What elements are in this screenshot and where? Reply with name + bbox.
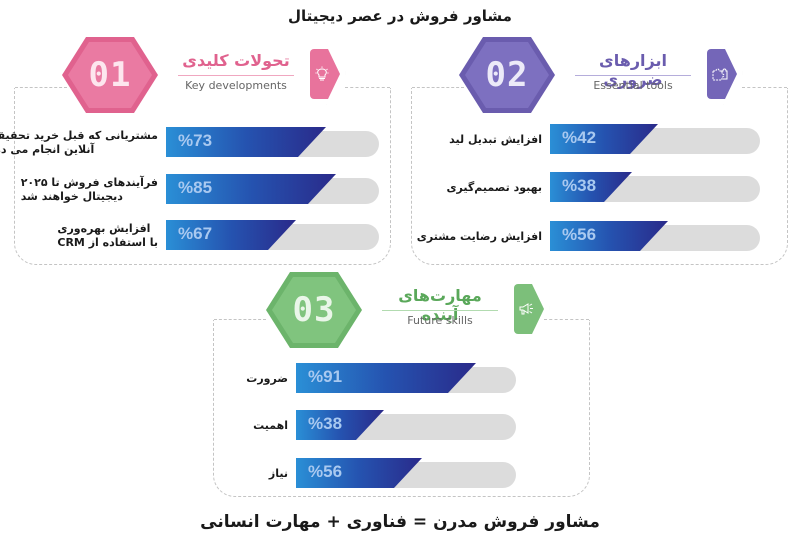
puzzle-icon (712, 68, 728, 81)
section-header-02: 02 ابزارهای ضروری Essential tools (459, 37, 759, 113)
section-number: 01 (88, 55, 132, 95)
infographic-title: مشاور فروش در عصر دیجیتال (288, 7, 512, 25)
bar-label: ضرورت (246, 372, 288, 385)
bar-fill (296, 363, 476, 393)
bar-fill (166, 174, 336, 204)
bar-fill (166, 127, 326, 157)
panel-essential-tools (411, 87, 788, 265)
bar-value: %67 (178, 224, 213, 243)
section-title-fa: ابزارهای ضروری (599, 51, 667, 89)
bar-value: %91 (308, 367, 343, 386)
panel-future-skills (213, 319, 590, 497)
bar-label: افزایش رضایت مشتری (416, 230, 542, 243)
footer-tagline: مشاور فروش مدرن = فناوری + مهارت انسانی (200, 512, 600, 532)
panel-key-developments (14, 87, 391, 265)
bar-value: %38 (308, 414, 343, 433)
bar-row: بهبود تصمیم‌گیری %38 (446, 172, 760, 204)
bar-row: نیاز %56 (269, 458, 516, 490)
bar-row: مشتریانی که قبل خرید تحقیقاتآنلاین انجام… (0, 127, 379, 159)
megaphone-icon (519, 303, 533, 315)
bar-label: فرآیندهای فروش تا ۲۰۲۵ دیجیتال خواهند شد (20, 176, 158, 203)
bar-row: فرآیندهای فروش تا ۲۰۲۵ دیجیتال خواهند شد … (21, 174, 379, 206)
section-title-en: Key developments (185, 79, 287, 92)
bar-value: %42 (562, 128, 597, 147)
bar-label: نیاز (268, 467, 288, 480)
divider (575, 75, 691, 76)
section-title-en: Future skills (407, 314, 473, 327)
bar-label: افزایش بهره‌وری با استفاده از CRM (57, 222, 158, 249)
lightbulb-icon (315, 66, 329, 81)
bar-row: افزایش تبدیل لید %42 (449, 124, 760, 156)
bar-label: افزایش تبدیل لید (449, 133, 542, 146)
section-number: 03 (292, 290, 336, 330)
bar-value: %56 (308, 462, 343, 481)
bar-row: افزایش رضایت مشتری %56 (417, 221, 760, 253)
divider (382, 310, 498, 311)
divider (178, 75, 294, 76)
bar-value: %56 (562, 225, 597, 244)
section-header-03: 03 مهارت‌های آینده Future skills (266, 272, 566, 348)
bar-value: %38 (562, 176, 597, 195)
bar-label: بهبود تصمیم‌گیری (446, 181, 542, 194)
section-title-en: Essential tools (593, 79, 673, 92)
section-title-fa: تحولات کلیدی (182, 51, 290, 70)
bar-label: اهمیت (253, 419, 288, 432)
section-header-01: 01 تحولات کلیدی Key developments (62, 37, 362, 113)
bar-row: ضرورت %91 (246, 363, 516, 395)
section-number: 02 (485, 55, 529, 95)
section-title-fa: مهارت‌های آینده (398, 286, 482, 324)
bar-row: افزایش بهره‌وری با استفاده از CRM %67 (57, 220, 379, 252)
bar-value: %85 (178, 178, 213, 197)
bar-value: %73 (178, 131, 213, 150)
bar-label: مشتریانی که قبل خرید تحقیقاتآنلاین انجام… (0, 129, 158, 156)
bar-row: اهمیت %38 (253, 410, 516, 442)
